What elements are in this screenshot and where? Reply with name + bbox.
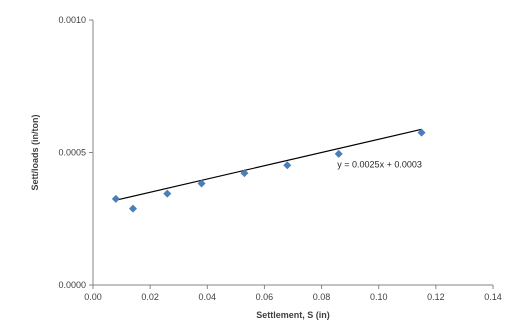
data-point <box>417 128 426 137</box>
trendline <box>115 128 422 201</box>
data-point <box>334 149 343 158</box>
y-axis-title: Sett/loads (in/ton) <box>30 115 40 191</box>
trendline-equation: y = 0.0025x + 0.0003 <box>337 159 422 169</box>
x-tick-label: 0.12 <box>427 292 445 302</box>
x-tick-label: 0.08 <box>313 292 331 302</box>
data-point <box>111 194 120 203</box>
x-tick-label: 0.06 <box>256 292 274 302</box>
x-tick-label: 0.14 <box>484 292 502 302</box>
x-tick-label: 0.10 <box>370 292 388 302</box>
x-tick-label: 0.02 <box>141 292 159 302</box>
x-tick-label: 0.04 <box>199 292 217 302</box>
data-point <box>163 189 172 198</box>
data-point <box>129 204 137 213</box>
y-axis: 0.0000 0.0005 0.0010 <box>58 15 94 290</box>
x-axis-title: Settlement, S (in) <box>256 310 330 320</box>
x-tick-label: 0.00 <box>84 292 102 302</box>
x-axis: 0.00 0.02 0.04 0.06 0.08 0.10 0.12 0.14 <box>84 284 502 302</box>
data-points <box>111 128 426 213</box>
y-tick-label: 0.0000 <box>58 280 86 290</box>
data-point <box>197 179 206 188</box>
trendline-group <box>115 128 422 201</box>
data-point <box>283 161 292 170</box>
y-tick-label: 0.0010 <box>58 15 86 25</box>
data-point <box>240 169 249 178</box>
y-tick-label: 0.0005 <box>58 148 86 158</box>
